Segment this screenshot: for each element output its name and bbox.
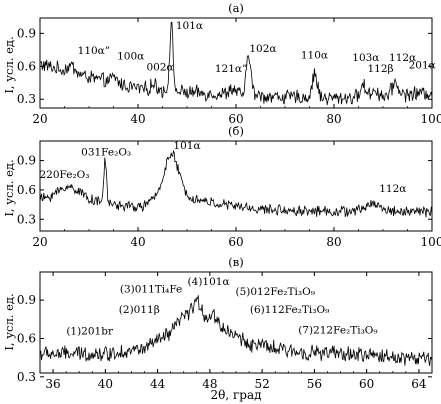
peak-annotation: 110α <box>301 50 328 62</box>
peak-annotation: 112α <box>379 183 406 195</box>
peak-annotation: 101α <box>176 20 203 32</box>
diffraction-pattern-line <box>39 295 433 366</box>
peak-annotation: 100α <box>117 51 144 63</box>
y-tick-label: 0.6 <box>17 59 36 73</box>
x-tick-label: 60 <box>228 112 243 126</box>
y-tick-label: 0.3 <box>17 212 36 226</box>
x-axis-label: 2θ, град <box>211 388 262 402</box>
x-tick-label: 80 <box>326 112 341 126</box>
x-tick-label: 100 <box>421 112 441 126</box>
y-tick-label: 0.6 <box>17 183 36 197</box>
y-tick-label: 0.9 <box>17 293 36 307</box>
peak-annotation: 031Fe₂O₃ <box>81 147 131 159</box>
peak-annotation: 220Fe₂O₃ <box>40 169 90 181</box>
peak-annotation: 102α <box>249 43 276 55</box>
x-tick-label: 64 <box>411 377 427 391</box>
peak-annotation: (1)201br <box>66 326 114 338</box>
y-tick-label: 0.6 <box>17 331 36 345</box>
y-axis-label-a: I, усл. ед. <box>2 36 16 93</box>
y-tick-label: 0.3 <box>17 370 36 384</box>
peak-annotation: 112α <box>389 52 416 64</box>
x-tick-label: 40 <box>130 112 145 126</box>
x-tick-label: 56 <box>307 377 322 391</box>
peak-annotation: 101α <box>173 140 200 152</box>
panel-label-c: (в) <box>228 255 243 269</box>
y-tick-label: 0.3 <box>17 92 36 106</box>
y-axis-label-b: I, усл. ед. <box>2 159 16 216</box>
panel-label-b: (б) <box>228 124 244 138</box>
peak-annotation: 121α” <box>215 63 248 75</box>
y-tick-label: 0.9 <box>17 26 36 40</box>
y-tick-label: 0.9 <box>17 154 36 168</box>
x-tick-label: 36 <box>45 377 60 391</box>
x-tick-label: 20 <box>32 112 47 126</box>
diffraction-pattern-line <box>39 21 433 106</box>
x-tick-label: 60 <box>359 377 374 391</box>
x-tick-label: 80 <box>326 235 341 249</box>
x-tick-label: 48 <box>202 377 217 391</box>
peak-annotation: (6)112Fe₂Ti₃O₉ <box>250 304 329 316</box>
peak-annotation: (3)011Ti₄Fe <box>120 283 182 295</box>
peak-annotation: 112β <box>367 63 393 75</box>
peak-annotation: (4)101α <box>188 276 230 288</box>
peak-annotation: (5)012Fe₂Ti₃O₉ <box>235 286 314 298</box>
peak-annotation: 002α <box>146 62 173 74</box>
x-tick-label: 20 <box>32 235 47 249</box>
diffraction-pattern-line <box>39 149 433 218</box>
x-tick-label: 44 <box>150 377 166 391</box>
peak-annotation: 103α <box>352 52 379 64</box>
y-axis-label-c: I, усл. ед. <box>2 293 16 350</box>
peak-annotation: 201α <box>409 59 436 71</box>
x-tick-label: 40 <box>130 235 145 249</box>
x-tick-label: 60 <box>228 235 243 249</box>
x-tick-label: 52 <box>254 377 269 391</box>
x-tick-label: 40 <box>98 377 113 391</box>
x-tick-label: 100 <box>421 235 441 249</box>
peak-annotation: (2)011β <box>119 304 160 316</box>
peak-annotation: 110α” <box>78 45 111 57</box>
peak-annotation: (7)212Fe₂Ti₃O₉ <box>298 324 377 336</box>
panel-label-a: (а) <box>228 1 244 15</box>
